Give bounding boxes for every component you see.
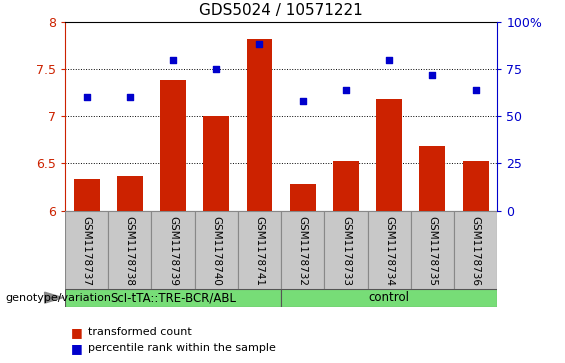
Bar bbox=[281, 211, 324, 289]
Title: GDS5024 / 10571221: GDS5024 / 10571221 bbox=[199, 3, 363, 18]
Bar bbox=[281, 289, 497, 307]
Text: ■: ■ bbox=[71, 326, 82, 339]
Text: control: control bbox=[368, 291, 410, 304]
Bar bbox=[73, 179, 99, 211]
Bar bbox=[65, 289, 281, 307]
Bar bbox=[65, 211, 108, 289]
Bar bbox=[367, 211, 411, 289]
Text: ■: ■ bbox=[71, 342, 82, 355]
Point bbox=[385, 57, 394, 62]
Bar bbox=[463, 162, 489, 211]
Point bbox=[428, 72, 437, 78]
Text: GSM1178738: GSM1178738 bbox=[125, 216, 135, 286]
Bar bbox=[151, 211, 194, 289]
Text: GSM1178736: GSM1178736 bbox=[471, 216, 481, 286]
Point bbox=[168, 57, 177, 62]
Point bbox=[82, 94, 91, 100]
Bar bbox=[160, 80, 186, 211]
Text: GSM1178733: GSM1178733 bbox=[341, 216, 351, 286]
Text: transformed count: transformed count bbox=[88, 327, 192, 337]
Bar bbox=[203, 116, 229, 211]
Bar bbox=[411, 211, 454, 289]
Text: GSM1178739: GSM1178739 bbox=[168, 216, 178, 286]
Text: ScI-tTA::TRE-BCR/ABL: ScI-tTA::TRE-BCR/ABL bbox=[110, 291, 236, 304]
Point bbox=[298, 98, 307, 104]
Bar bbox=[454, 211, 497, 289]
Text: GSM1178734: GSM1178734 bbox=[384, 216, 394, 286]
Text: GSM1178735: GSM1178735 bbox=[427, 216, 437, 286]
Text: GSM1178737: GSM1178737 bbox=[81, 216, 92, 286]
Text: percentile rank within the sample: percentile rank within the sample bbox=[88, 343, 276, 354]
Point bbox=[471, 87, 480, 93]
Bar bbox=[194, 211, 238, 289]
Point bbox=[125, 94, 134, 100]
Bar bbox=[419, 146, 445, 211]
Bar bbox=[324, 211, 368, 289]
Bar bbox=[108, 211, 151, 289]
Point bbox=[212, 66, 221, 72]
Text: GSM1178740: GSM1178740 bbox=[211, 216, 221, 286]
Bar bbox=[246, 39, 272, 211]
Text: GSM1178741: GSM1178741 bbox=[254, 216, 264, 286]
Text: genotype/variation: genotype/variation bbox=[6, 293, 112, 303]
Point bbox=[341, 87, 350, 93]
Bar bbox=[238, 211, 281, 289]
Bar bbox=[376, 99, 402, 211]
Bar bbox=[290, 184, 316, 211]
Polygon shape bbox=[45, 292, 63, 303]
Bar bbox=[333, 162, 359, 211]
Text: GSM1178732: GSM1178732 bbox=[298, 216, 308, 286]
Point bbox=[255, 41, 264, 47]
Bar bbox=[117, 176, 143, 211]
